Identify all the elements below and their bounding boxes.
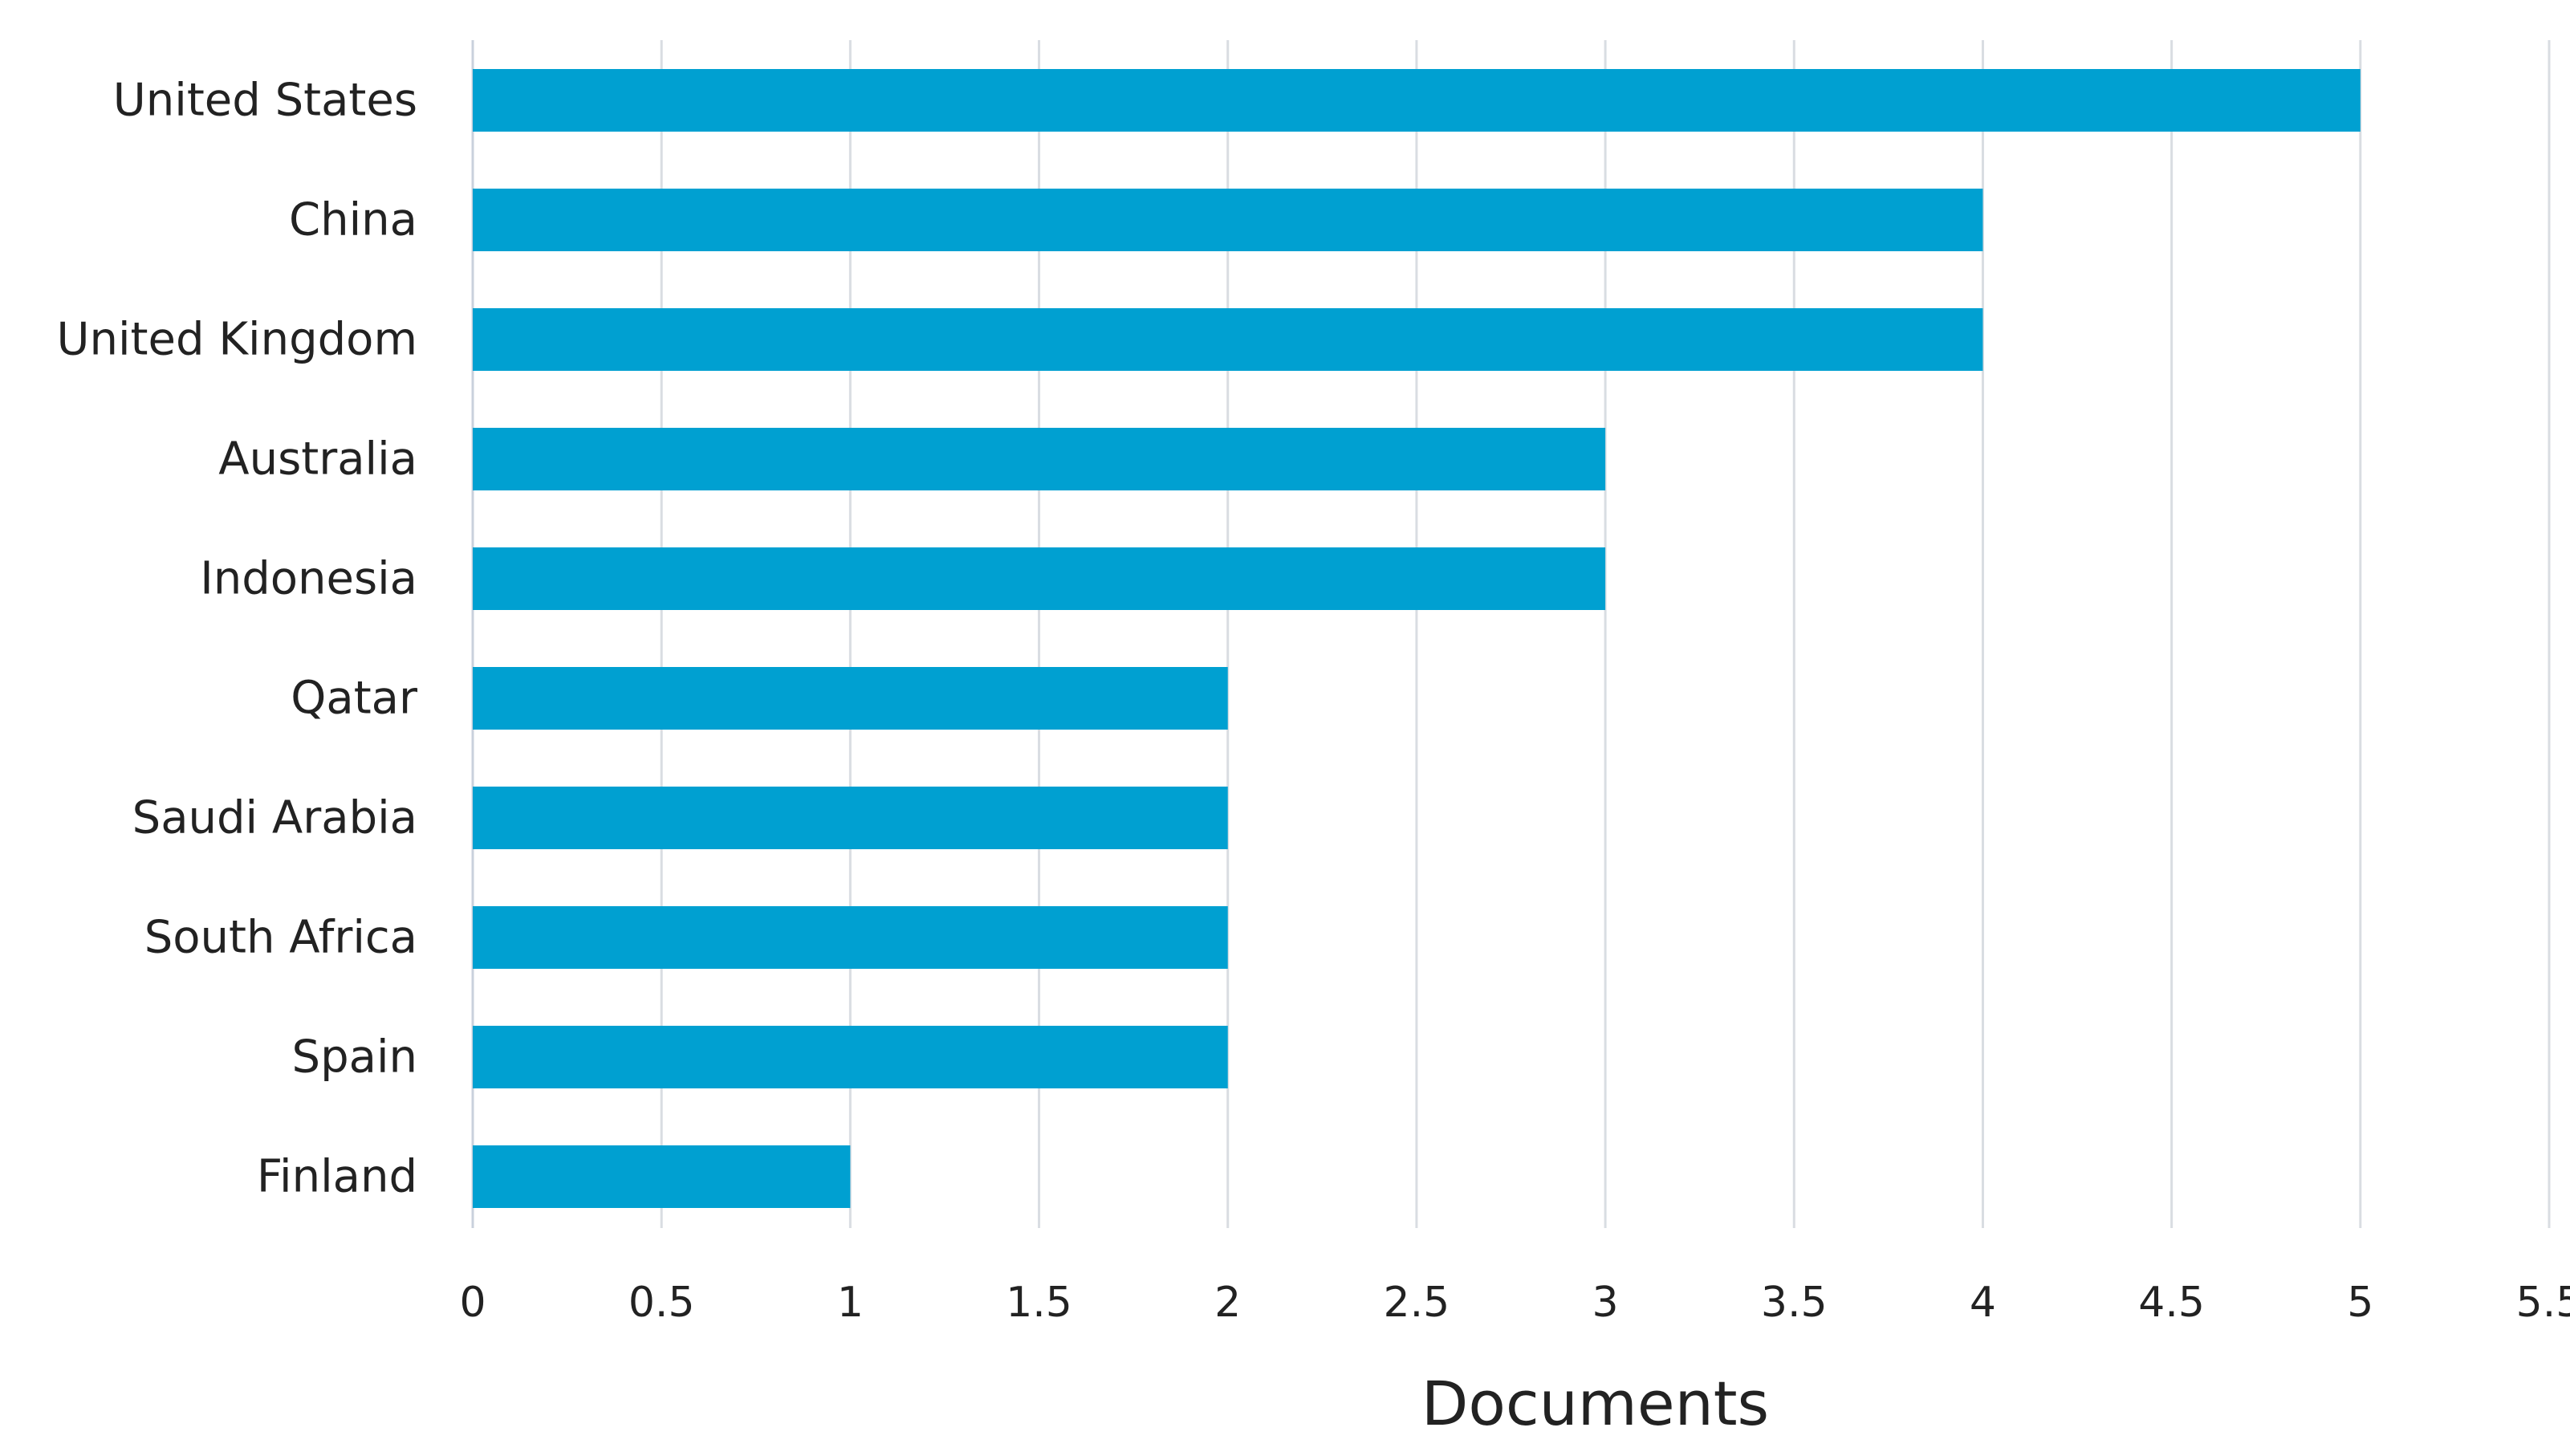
bar [473,1026,1228,1088]
x-tick-label: 5 [2347,1279,2373,1327]
bar [473,547,1606,610]
x-tick-label: 3.5 [1761,1279,1828,1327]
x-tick-label: 2.5 [1384,1279,1450,1327]
bar [473,667,1228,730]
category-label: Indonesia [200,553,417,605]
category-label: United Kingdom [57,314,417,366]
x-tick-label: 0.5 [628,1279,695,1327]
bar [473,428,1606,490]
category-label: United States [113,75,417,127]
category-label: Qatar [291,673,418,725]
category-label: Finland [257,1151,417,1203]
bars [473,69,2361,1208]
x-axis-title: Documents [1421,1368,1769,1439]
category-label: Spain [292,1031,417,1084]
bar [473,1145,851,1208]
category-label: China [289,194,417,246]
bar [473,906,1228,969]
x-tick-label: 3 [1592,1279,1619,1327]
x-tick-label: 1 [837,1279,864,1327]
bar [473,787,1228,849]
x-tick-label: 5.5 [2516,1279,2570,1327]
x-tick-label: 0 [459,1279,486,1327]
bar [473,308,1983,371]
bar [473,69,2361,132]
x-tick-label: 4 [1970,1279,1996,1327]
x-tick-label: 1.5 [1006,1279,1072,1327]
category-labels: United States China United Kingdom Australi… [57,75,418,1203]
x-tick-labels: 0 0.5 1 1.5 2 2.5 3 3.5 4 4.5 5 5.5 [459,1279,2570,1327]
x-tick-label: 2 [1214,1279,1241,1327]
x-tick-label: 4.5 [2138,1279,2205,1327]
category-label: Saudi Arabia [132,792,417,844]
category-label: South Africa [144,912,417,964]
bar [473,189,1983,251]
category-label: Australia [218,433,417,486]
